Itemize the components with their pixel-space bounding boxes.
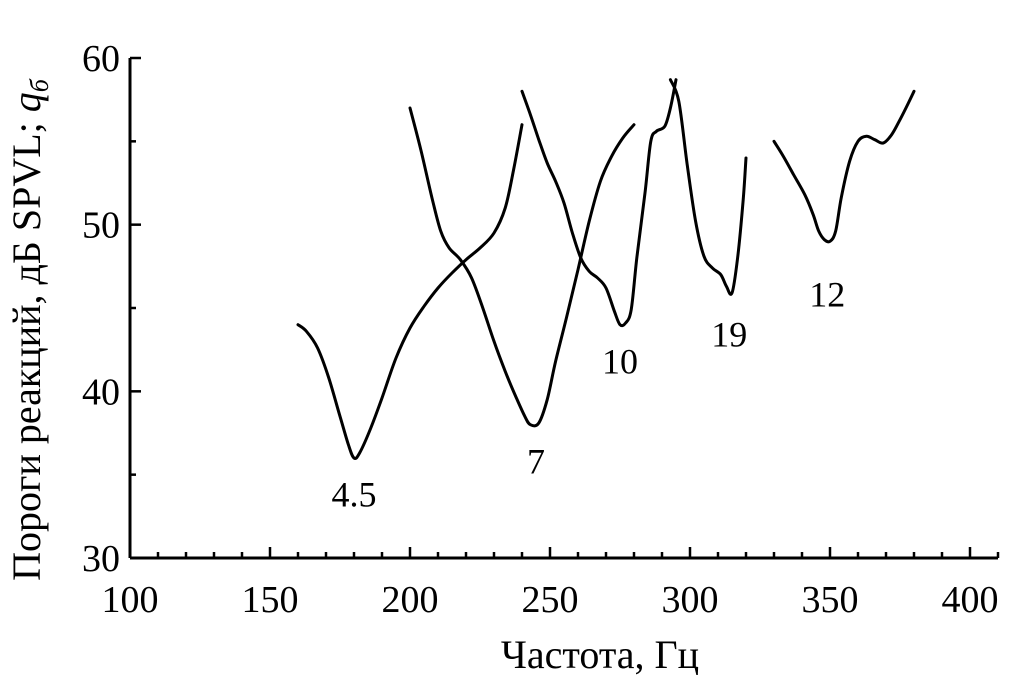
curve-label-4.5: 4.5 (332, 475, 377, 515)
curve-label-19: 19 (711, 315, 747, 355)
x-tick-label: 100 (102, 579, 159, 621)
curves (296, 78, 916, 460)
x-tick-label: 200 (382, 579, 439, 621)
curve-19 (668, 78, 748, 296)
curve-10 (520, 78, 678, 328)
y-tick-label: 30 (82, 538, 120, 580)
y-tick-label: 40 (82, 371, 120, 413)
axes (128, 58, 998, 560)
y-axis-title-main: Пороги реакций, дБ SPVL; (4, 112, 49, 581)
y-tick-label: 60 (82, 38, 120, 80)
curve-label-7: 7 (527, 441, 545, 481)
curve-12 (772, 89, 916, 244)
x-tick-label: 350 (802, 579, 859, 621)
y-axis-title-symbol: q (4, 92, 49, 112)
curve-label-12: 12 (809, 275, 845, 315)
y-axis-title-subscript: б (25, 78, 54, 92)
curve-4.5 (296, 123, 524, 460)
y-axis-title: Пороги реакций, дБ SPVL; qб (4, 78, 54, 581)
x-axis-title: Частота, Гц (501, 632, 699, 675)
x-tick-label: 250 (522, 579, 579, 621)
x-tick-label: 400 (942, 579, 999, 621)
tick-labels: 100 150 200 250 300 350 400 30 40 50 60 (82, 38, 999, 621)
curve-7 (408, 106, 636, 428)
y-tick-label: 50 (82, 205, 120, 247)
x-tick-label: 150 (242, 579, 299, 621)
x-tick-label: 300 (662, 579, 719, 621)
curve-labels: 4.5 7 10 19 12 (332, 275, 846, 515)
curve-label-10: 10 (602, 341, 638, 381)
ticks (128, 56, 1000, 560)
